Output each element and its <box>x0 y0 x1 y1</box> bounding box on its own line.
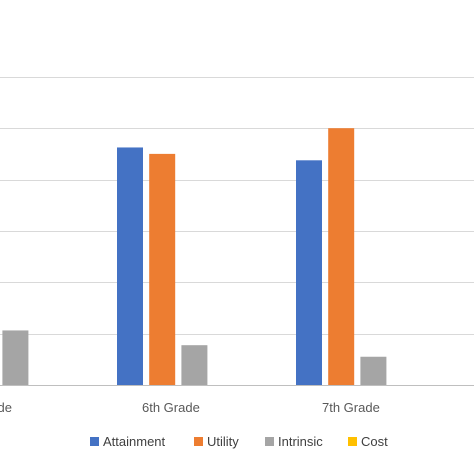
category-label-6th: 6th Grade <box>142 400 200 415</box>
bar-attainment-1 <box>117 147 143 385</box>
category-label-7th: 7th Grade <box>322 400 380 415</box>
bar-attainment-2 <box>296 160 322 385</box>
bar-intrinsic-2 <box>360 356 387 385</box>
legend: Attainment Utility Intrinsic Cost <box>90 434 388 449</box>
legend-label-cost: Cost <box>361 434 388 449</box>
bar-intrinsic-0 <box>2 330 29 385</box>
bars <box>2 128 387 385</box>
category-axis-labels: rade 6th Grade 7th Grade <box>0 400 380 415</box>
legend-label-attainment: Attainment <box>103 434 166 449</box>
legend-label-utility: Utility <box>207 434 239 449</box>
legend-swatch-intrinsic <box>265 437 274 446</box>
bar-utility-2 <box>328 128 355 385</box>
gridlines <box>0 77 474 386</box>
legend-swatch-attainment <box>90 437 99 446</box>
bar-intrinsic-1 <box>181 345 208 385</box>
bar-utility-1 <box>149 153 176 385</box>
legend-label-intrinsic: Intrinsic <box>278 434 323 449</box>
legend-swatch-utility <box>194 437 203 446</box>
legend-swatch-cost <box>348 437 357 446</box>
category-label-5th: rade <box>0 400 12 415</box>
